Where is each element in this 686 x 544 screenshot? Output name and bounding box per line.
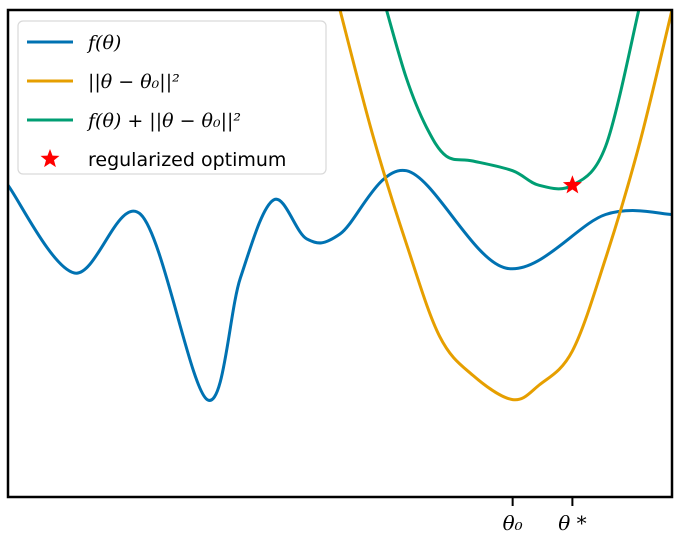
axes-frame — [6, 8, 674, 499]
series-line-f — [8, 169, 672, 402]
series-line-penalty — [338, 10, 672, 402]
ticks-layer: θ₀ θ * — [503, 497, 587, 535]
legend-frame — [17, 20, 327, 175]
series-line-regularized — [385, 10, 641, 191]
x-tick-label-0: θ₀ — [503, 511, 523, 535]
legend-label-f: f(θ) — [86, 32, 121, 54]
legend-label-penalty: ||θ − θ₀||² — [88, 71, 180, 93]
series-layer — [8, 10, 672, 402]
legend-entries: f(θ) ||θ − θ₀||² f(θ) + ||θ − θ₀||² regular… — [27, 32, 286, 171]
point-optimum — [562, 175, 582, 194]
legend-swatch-optimum — [40, 149, 60, 168]
legend: f(θ) ||θ − θ₀||² f(θ) + ||θ − θ₀||² regular… — [17, 20, 327, 175]
points-layer — [562, 175, 582, 194]
x-tick-label-1: θ * — [558, 511, 586, 535]
legend-label-optimum: regularized optimum — [88, 149, 286, 171]
legend-label-regularized: f(θ) + ||θ − θ₀||² — [86, 110, 241, 132]
